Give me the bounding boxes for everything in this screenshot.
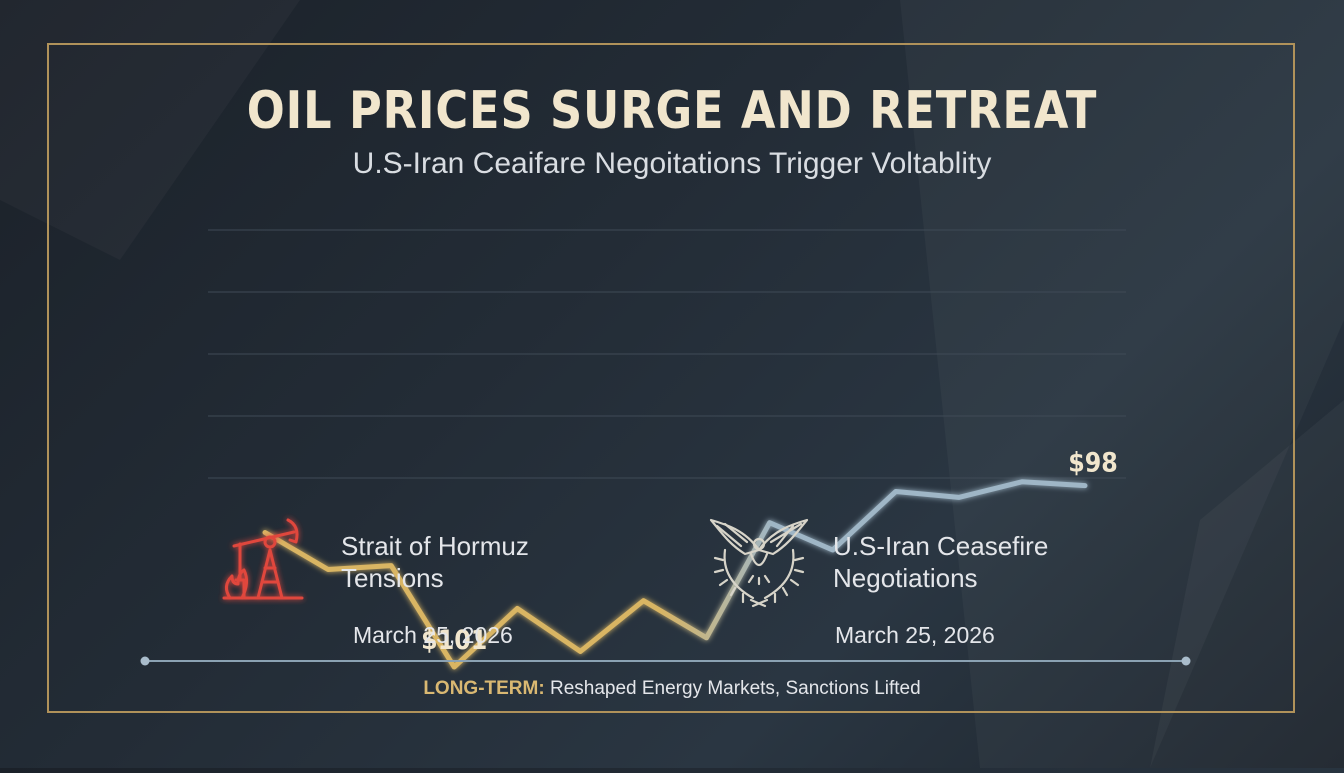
long-term-key: LONG-TERM:: [423, 678, 544, 699]
timeline-start-dot: [141, 657, 150, 666]
long-term-note: LONG-TERM: Reshaped Energy Markets, Sanc…: [0, 678, 1344, 700]
timeline-end-dot: [1182, 657, 1191, 666]
long-term-text: Reshaped Energy Markets, Sanctions Lifte…: [545, 678, 921, 699]
